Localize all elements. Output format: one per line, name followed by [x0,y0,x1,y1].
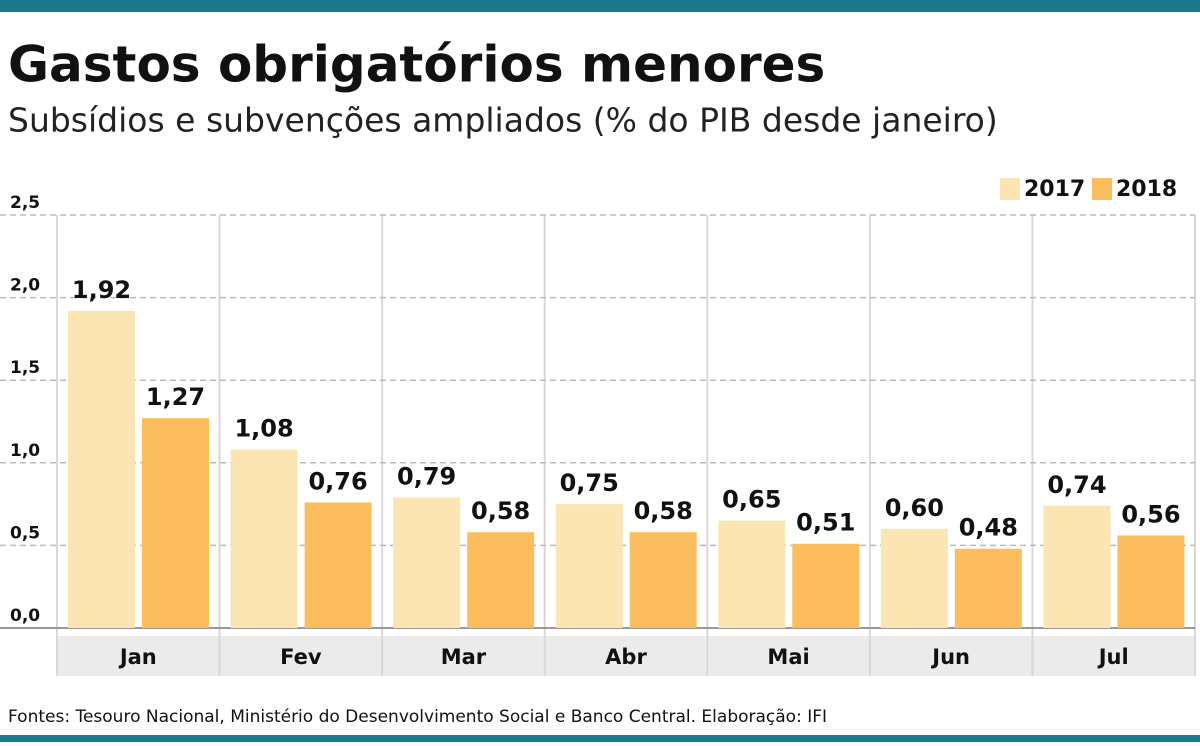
x-tick-label: Jul [1097,645,1129,669]
value-label: 0,79 [397,462,456,490]
bar [304,502,372,628]
bottom-bar [0,735,1200,742]
legend-label: 2018 [1116,177,1177,202]
bar [68,310,135,628]
value-label: 0,51 [796,509,855,537]
value-label: 1,27 [146,383,205,411]
x-tick-label: Abr [605,645,647,669]
legend-swatch [1000,178,1020,200]
chart-title: Gastos obrigatórios menores [8,36,825,94]
bar [1117,535,1185,628]
y-tick-label: 2,0 [10,276,40,296]
value-label: 0,58 [634,497,693,525]
value-label: 0,74 [1047,471,1106,499]
bar [629,532,697,628]
value-label: 1,08 [234,415,293,443]
bar [142,418,209,628]
bar [880,528,948,628]
value-label: 0,75 [560,469,619,497]
bar [718,520,786,628]
value-label: 0,48 [959,514,1018,542]
bar [230,449,298,628]
value-label: 0,56 [1121,500,1180,528]
bar [1043,505,1111,628]
y-tick-label: 1,0 [10,441,40,461]
x-tick-label: Mar [441,645,487,669]
legend-label: 2017 [1024,177,1085,202]
bar [467,532,535,628]
value-label: 0,65 [722,486,781,514]
y-tick-label: 2,5 [10,193,40,213]
x-tick-label: Jan [118,645,157,669]
value-label: 0,58 [471,497,530,525]
bar [954,548,1022,628]
bar [555,504,623,628]
x-tick-label: Jun [930,645,970,669]
value-label: 0,60 [885,494,944,522]
y-tick-label: 0,5 [10,523,40,543]
chart-subtitle: Subsídios e subvenções ampliados (% do P… [8,101,998,140]
x-tick-label: Fev [280,645,322,669]
y-tick-label: 0,0 [10,606,40,626]
value-label: 1,92 [72,276,131,304]
value-label: 0,76 [308,467,367,495]
x-tick-label: Mai [767,645,809,669]
source-note: Fontes: Tesouro Nacional, Ministério do … [8,707,827,727]
category-band [57,636,1195,676]
top-bar [0,0,1200,12]
bar [792,543,860,628]
bar [393,497,461,628]
y-tick-label: 1,5 [10,358,40,378]
legend-swatch [1092,178,1112,200]
